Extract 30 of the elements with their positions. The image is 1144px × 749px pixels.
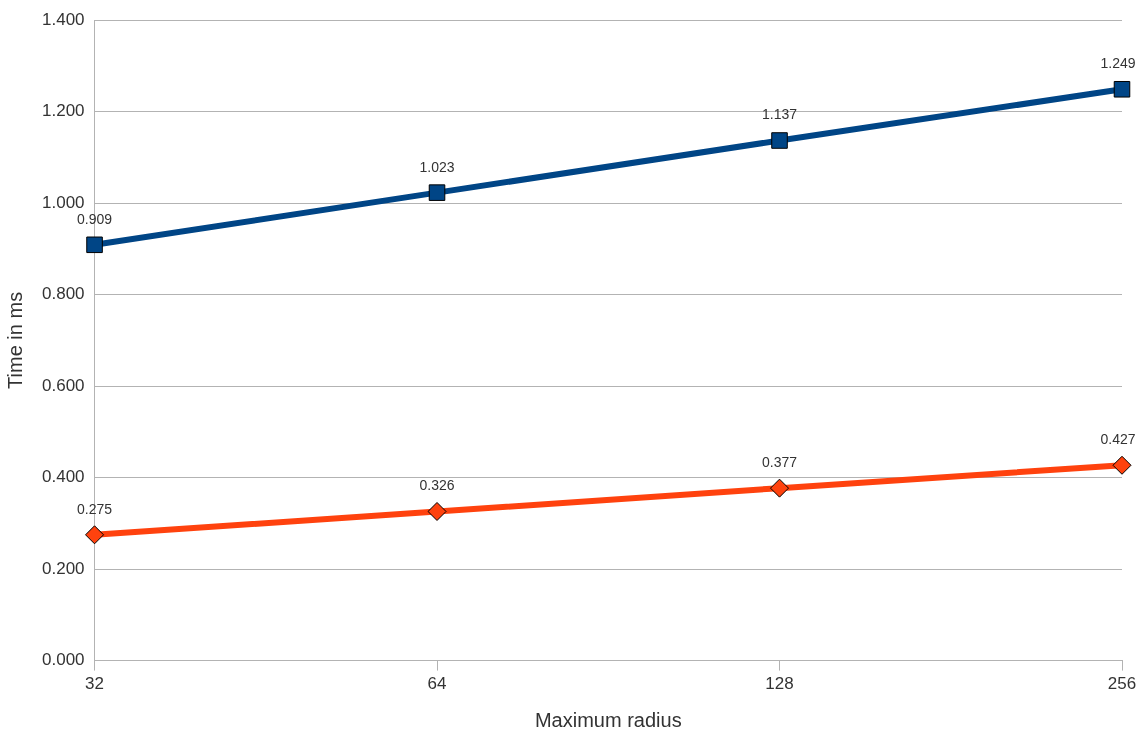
- y-tick-label: 0.000: [41, 650, 85, 670]
- y-tick-label: 1.000: [41, 192, 85, 212]
- y-tick-label: 1.400: [41, 9, 85, 29]
- data-label: 1.023: [419, 158, 455, 175]
- point: [86, 236, 103, 254]
- data-label: 0.377: [761, 454, 798, 471]
- y-tick-label: 0.800: [41, 284, 85, 304]
- data-label: 0.326: [419, 477, 455, 494]
- y-axis-title: Time in ms: [3, 291, 26, 389]
- x-tick-label: 256: [1107, 674, 1137, 694]
- y-tick-label: 0.600: [41, 375, 85, 395]
- data-label: 1.249: [1100, 55, 1136, 72]
- data-label: 0.909: [77, 210, 113, 227]
- point: [771, 132, 788, 149]
- x-tick-label: 32: [85, 674, 104, 694]
- y-tick-label: 1.200: [41, 101, 85, 121]
- y-tick-label: 0.200: [41, 558, 85, 578]
- data-label: 0.427: [1100, 431, 1136, 448]
- point: [427, 501, 447, 521]
- x-tick-label: 128: [765, 674, 794, 694]
- x-axis-title: Maximum radius: [534, 708, 682, 731]
- y-tick-label: 0.400: [41, 467, 85, 487]
- x-tick-label: 64: [427, 674, 447, 694]
- data-label: 0.275: [77, 500, 113, 517]
- data-label: 1.137: [761, 106, 798, 123]
- point: [85, 525, 105, 545]
- point: [1113, 80, 1131, 98]
- point: [770, 478, 790, 498]
- point: [1112, 455, 1132, 475]
- point: [428, 184, 446, 201]
